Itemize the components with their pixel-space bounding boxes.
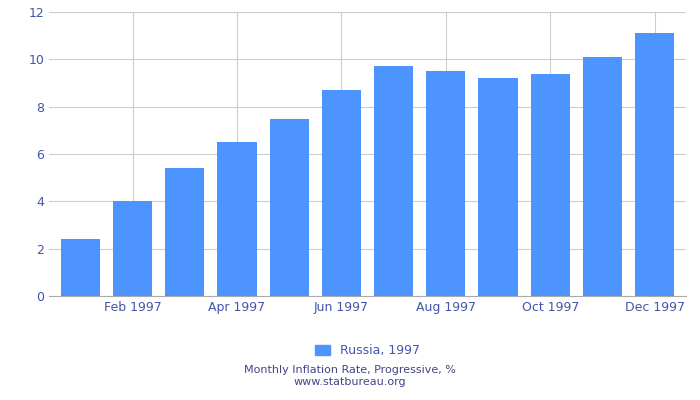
Bar bbox=[374, 66, 413, 296]
Legend: Russia, 1997: Russia, 1997 bbox=[310, 339, 425, 362]
Bar bbox=[635, 33, 674, 296]
Bar bbox=[165, 168, 204, 296]
Bar bbox=[426, 71, 466, 296]
Bar bbox=[583, 57, 622, 296]
Text: Monthly Inflation Rate, Progressive, %: Monthly Inflation Rate, Progressive, % bbox=[244, 365, 456, 375]
Bar bbox=[531, 74, 570, 296]
Bar bbox=[479, 78, 517, 296]
Bar bbox=[113, 201, 152, 296]
Bar bbox=[270, 118, 309, 296]
Text: www.statbureau.org: www.statbureau.org bbox=[294, 377, 406, 387]
Bar bbox=[218, 142, 256, 296]
Bar bbox=[61, 239, 100, 296]
Bar bbox=[322, 90, 361, 296]
